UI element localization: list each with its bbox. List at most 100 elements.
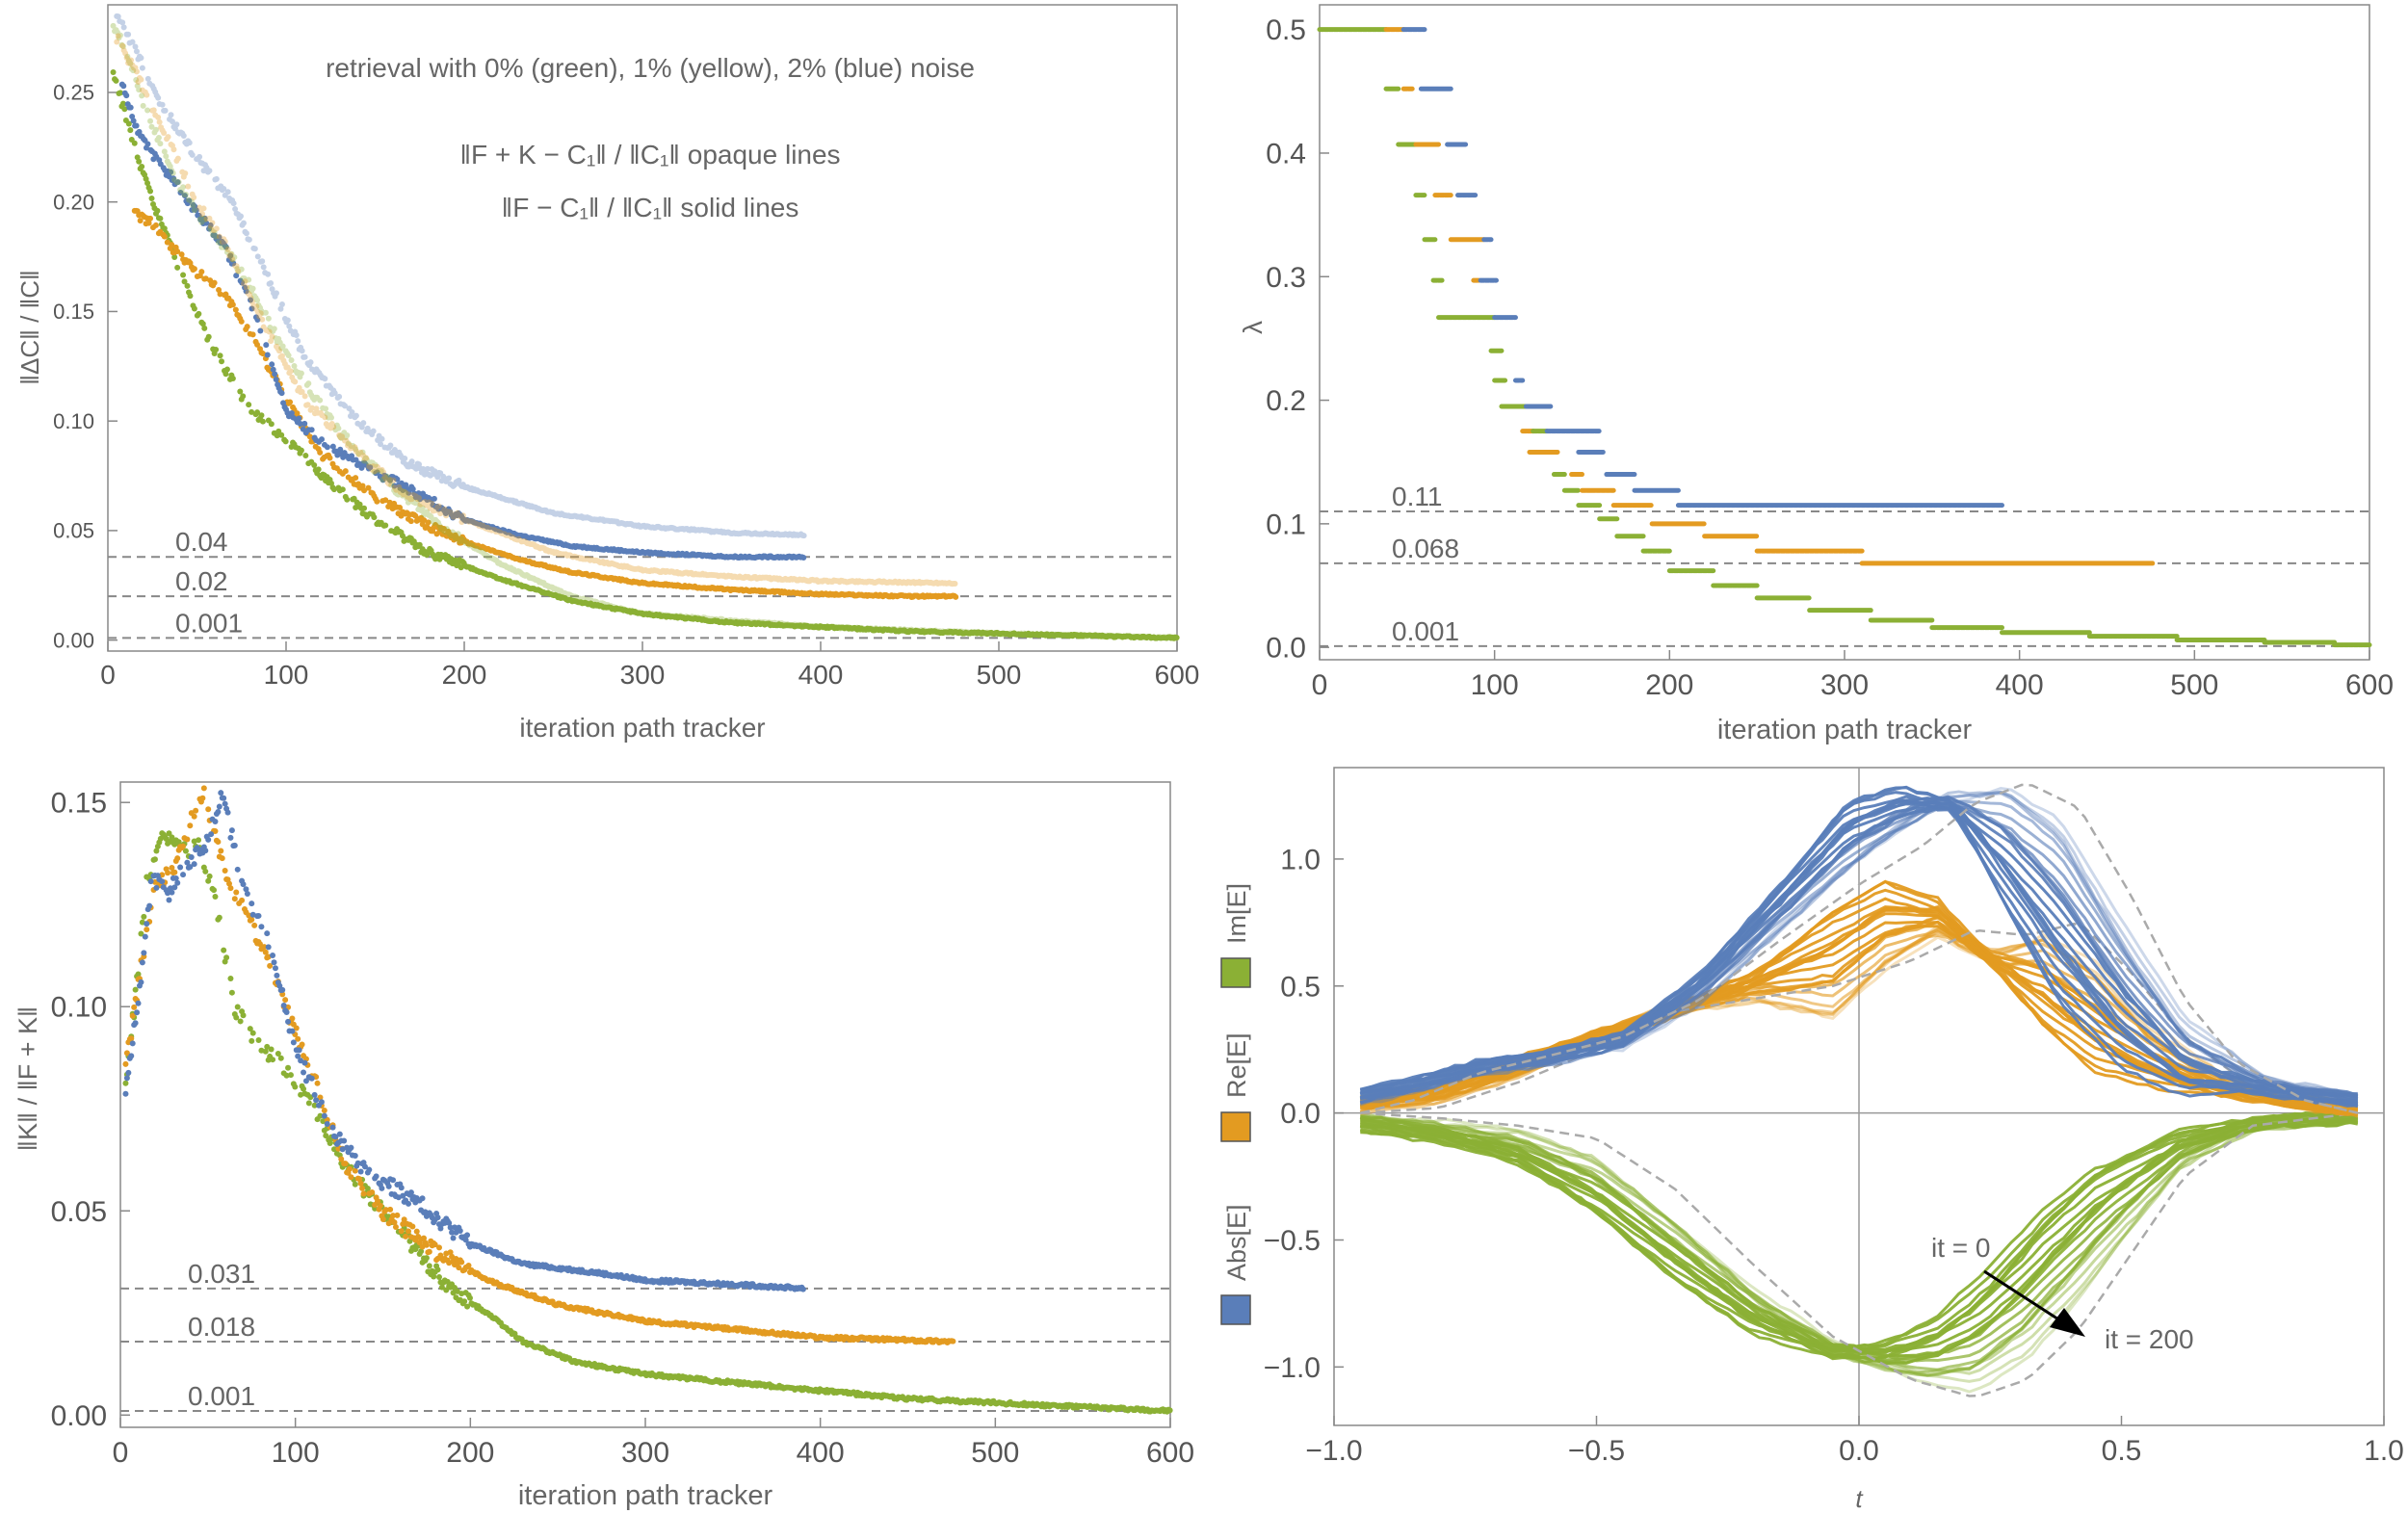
data-point bbox=[178, 251, 185, 258]
data-point bbox=[244, 324, 250, 330]
data-point bbox=[285, 1018, 292, 1025]
data-point bbox=[174, 855, 181, 862]
data-point bbox=[315, 466, 322, 473]
data-point bbox=[131, 140, 138, 146]
data-point bbox=[135, 1000, 142, 1006]
data-point bbox=[237, 388, 244, 395]
data-point bbox=[119, 19, 126, 26]
data-point bbox=[233, 889, 240, 896]
x-tick-label: 100 bbox=[1471, 669, 1519, 701]
data-point bbox=[152, 126, 159, 133]
x-tick-label: 0 bbox=[100, 660, 116, 690]
data-point bbox=[452, 557, 458, 563]
data-point bbox=[466, 1294, 473, 1301]
data-point bbox=[253, 303, 260, 310]
data-point bbox=[139, 164, 145, 170]
data-point bbox=[162, 107, 169, 114]
data-point bbox=[243, 230, 249, 237]
data-series bbox=[110, 13, 1180, 641]
data-point bbox=[268, 421, 275, 428]
data-point bbox=[231, 842, 238, 848]
x-tick-label: 100 bbox=[272, 1437, 320, 1469]
data-point bbox=[259, 316, 266, 323]
data-point bbox=[406, 1228, 412, 1235]
data-point bbox=[371, 514, 378, 521]
data-point bbox=[174, 155, 181, 162]
data-point bbox=[385, 1183, 392, 1189]
data-point bbox=[209, 220, 216, 226]
data-point bbox=[344, 431, 351, 438]
data-point bbox=[319, 436, 325, 443]
data-point bbox=[317, 397, 324, 404]
data-point bbox=[132, 1020, 139, 1027]
data-point bbox=[435, 1244, 442, 1251]
data-point bbox=[131, 1004, 138, 1010]
data-point bbox=[287, 399, 294, 405]
data-point bbox=[199, 211, 206, 218]
data-point bbox=[272, 371, 278, 378]
data-point bbox=[249, 285, 256, 292]
data-point bbox=[293, 332, 300, 339]
data-point bbox=[249, 331, 256, 338]
data-point bbox=[278, 390, 285, 397]
data-point bbox=[435, 503, 442, 509]
y-tick-label: 0.10 bbox=[51, 992, 107, 1024]
data-point bbox=[298, 447, 304, 454]
data-point bbox=[150, 107, 157, 114]
y-axis-label: λ bbox=[1238, 321, 1268, 334]
data-point bbox=[120, 83, 127, 90]
data-point bbox=[113, 77, 119, 84]
data-point bbox=[952, 581, 958, 587]
data-point bbox=[199, 321, 206, 327]
data-point bbox=[299, 1041, 305, 1048]
data-point bbox=[128, 1053, 135, 1059]
data-point bbox=[353, 475, 359, 482]
data-point bbox=[464, 1232, 471, 1239]
data-point bbox=[147, 215, 154, 222]
data-point bbox=[268, 280, 275, 287]
data-point bbox=[950, 1338, 956, 1344]
data-point bbox=[458, 1259, 465, 1266]
data-point bbox=[183, 192, 190, 198]
data-point bbox=[127, 127, 134, 134]
data-series bbox=[122, 785, 1173, 1415]
data-point bbox=[330, 424, 337, 431]
data-point bbox=[800, 554, 807, 561]
data-point bbox=[122, 1060, 129, 1067]
data-point bbox=[202, 848, 209, 854]
data-point bbox=[295, 338, 301, 345]
reference-line-label: 0.068 bbox=[1392, 534, 1459, 563]
data-point bbox=[201, 325, 208, 331]
data-point bbox=[244, 890, 250, 897]
data-point bbox=[224, 247, 231, 253]
data-point bbox=[144, 180, 151, 187]
data-point bbox=[114, 39, 120, 45]
data-point bbox=[216, 914, 222, 921]
data-point bbox=[249, 1030, 256, 1036]
data-point bbox=[390, 1177, 397, 1184]
data-point bbox=[211, 887, 218, 894]
x-axis-label: iteration path tracker bbox=[519, 713, 765, 743]
data-point bbox=[144, 141, 151, 147]
data-point bbox=[254, 297, 261, 303]
data-point bbox=[953, 593, 959, 600]
data-point bbox=[125, 1069, 132, 1076]
series-blue-opaque bbox=[114, 13, 807, 539]
data-point bbox=[215, 839, 222, 846]
data-point bbox=[324, 444, 330, 451]
data-point bbox=[222, 371, 229, 378]
y-tick-label: 0.4 bbox=[1266, 138, 1306, 170]
data-point bbox=[205, 333, 212, 340]
y-tick-label: 0.10 bbox=[53, 409, 94, 433]
data-point bbox=[180, 872, 187, 878]
data-point bbox=[223, 954, 230, 961]
data-point bbox=[323, 405, 329, 412]
data-point bbox=[254, 409, 261, 416]
y-tick-label: 0.0 bbox=[1266, 633, 1306, 665]
data-point bbox=[134, 1009, 141, 1016]
data-point bbox=[138, 76, 144, 83]
data-point bbox=[240, 393, 247, 400]
data-point bbox=[394, 1212, 401, 1218]
data-point bbox=[184, 282, 191, 289]
data-point bbox=[125, 120, 132, 127]
